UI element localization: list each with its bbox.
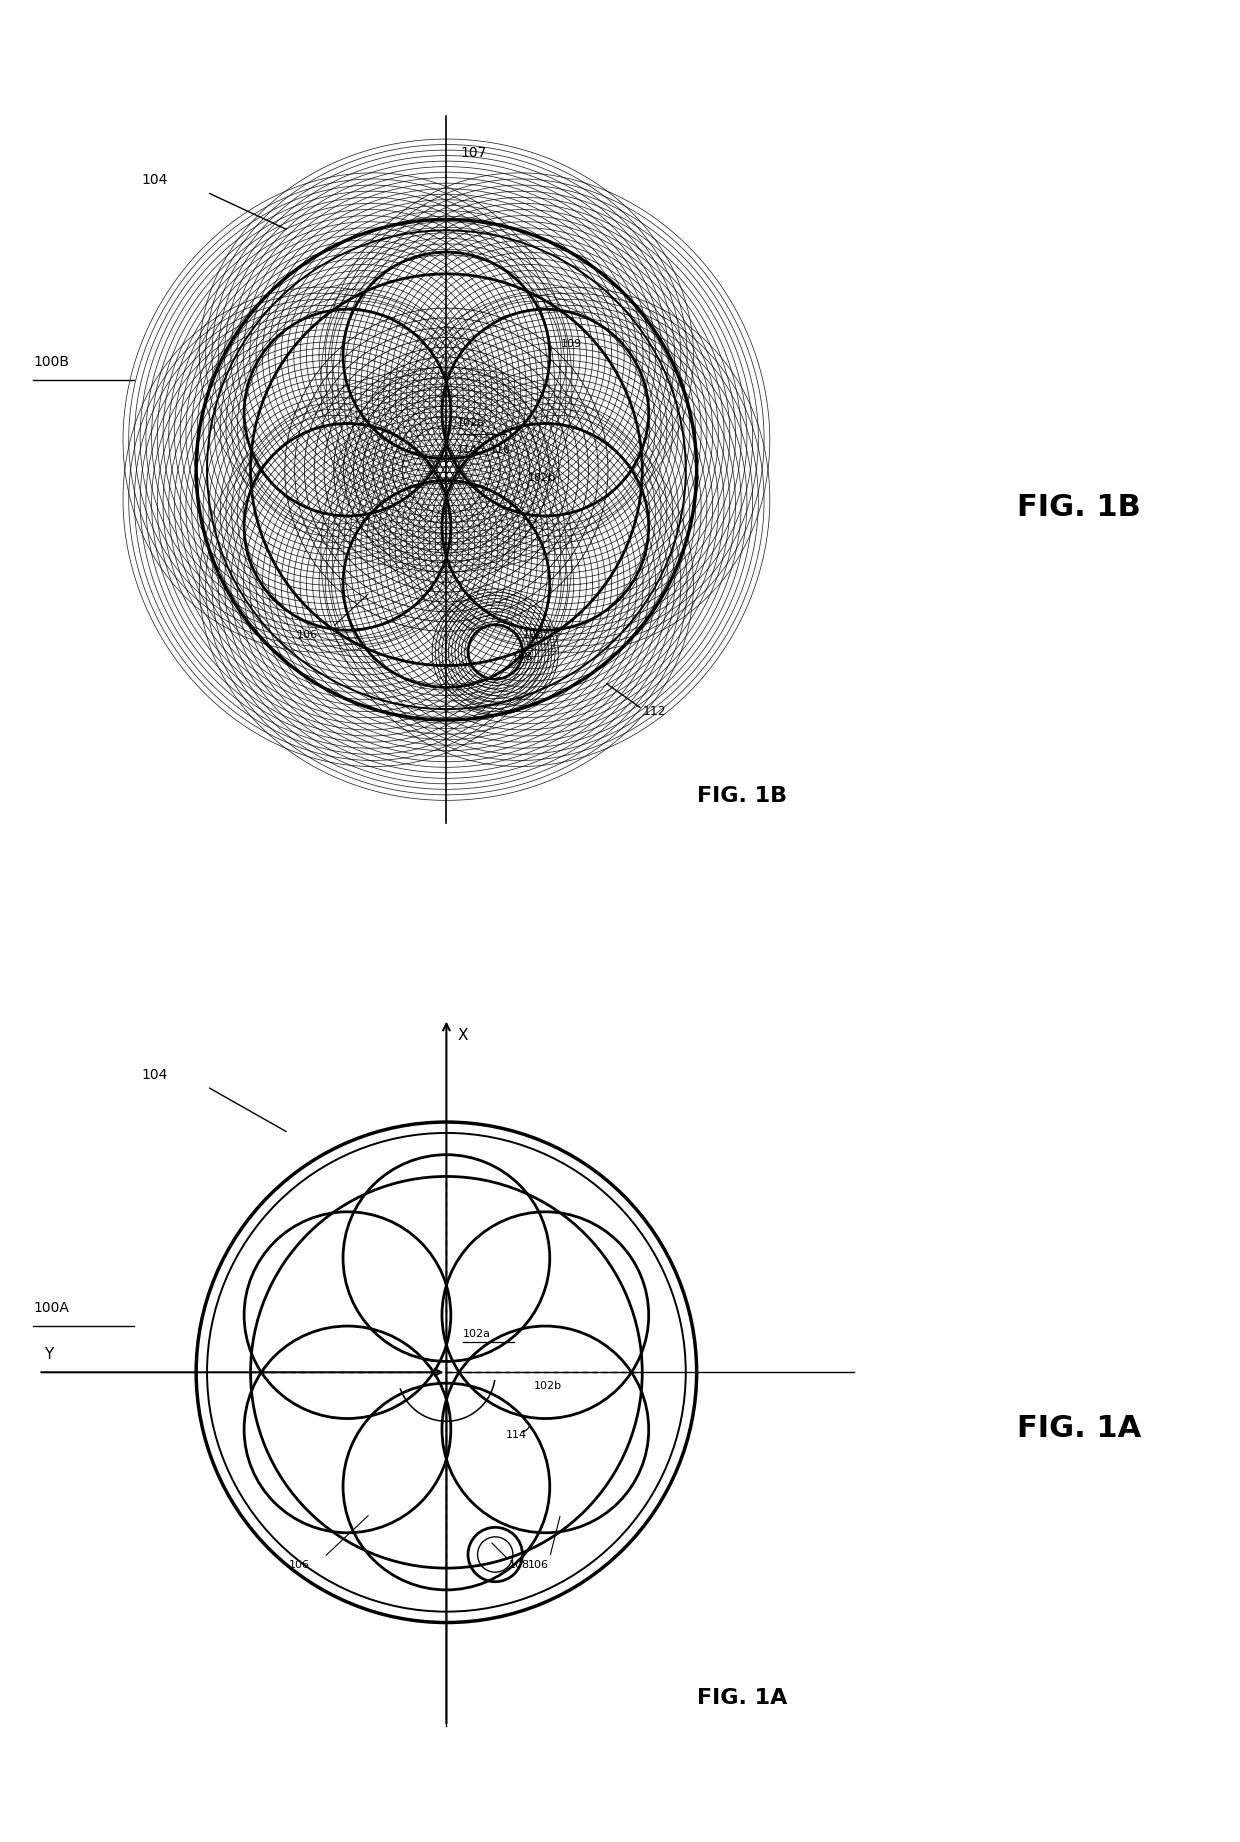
Text: 100B: 100B [33, 356, 69, 370]
Text: 108: 108 [512, 652, 533, 661]
Text: 106: 106 [522, 630, 543, 641]
Text: 107: 107 [460, 146, 486, 160]
Text: 109: 109 [560, 339, 582, 350]
Text: 108: 108 [508, 1560, 529, 1569]
Text: 102b: 102b [533, 1382, 562, 1391]
Text: 104: 104 [141, 173, 169, 188]
Text: 102a: 102a [458, 418, 485, 427]
Text: 104: 104 [141, 1068, 169, 1081]
Text: 112: 112 [642, 704, 666, 718]
Text: 110: 110 [490, 446, 511, 455]
Text: 100A: 100A [33, 1302, 69, 1315]
Text: 114: 114 [458, 446, 479, 455]
Text: X: X [458, 1028, 467, 1043]
Text: 114: 114 [506, 1429, 527, 1440]
Text: 106: 106 [296, 630, 317, 641]
Text: 102a: 102a [463, 1328, 491, 1339]
Text: FIG. 1B: FIG. 1B [1017, 494, 1141, 521]
Text: 106: 106 [528, 1560, 549, 1569]
Text: Y: Y [43, 1347, 53, 1361]
Text: FIG. 1A: FIG. 1A [1017, 1415, 1141, 1442]
Text: FIG. 1B: FIG. 1B [697, 785, 786, 805]
Text: 106: 106 [289, 1560, 310, 1569]
Text: 102b: 102b [528, 473, 556, 483]
Text: FIG. 1A: FIG. 1A [697, 1687, 787, 1708]
